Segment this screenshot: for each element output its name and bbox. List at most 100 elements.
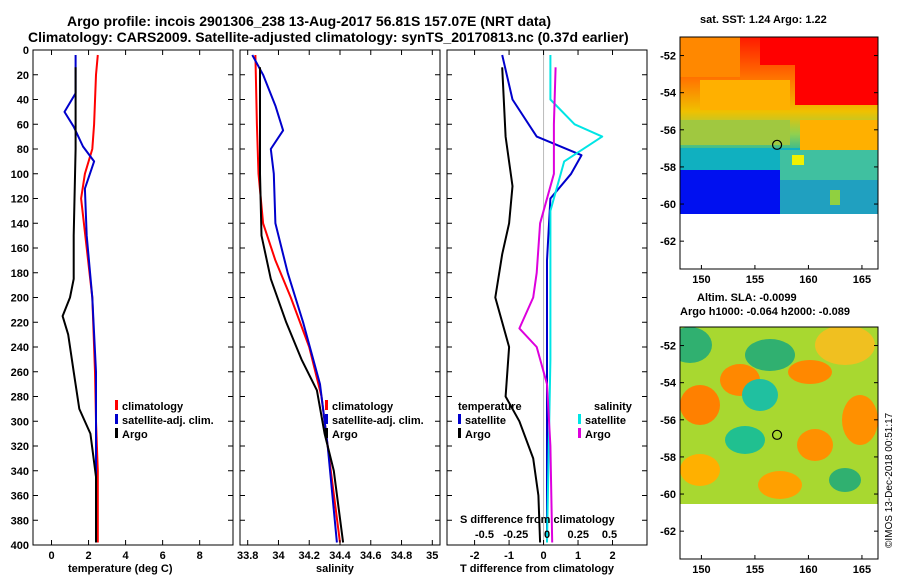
map-x-tick-label: 155 bbox=[746, 274, 764, 286]
series-line-argo bbox=[259, 67, 345, 543]
legend-item: climatology bbox=[115, 400, 214, 414]
legend-swatch bbox=[115, 428, 118, 438]
x-tick-label: 35 bbox=[426, 550, 438, 562]
y-tick-label: 360 bbox=[11, 491, 29, 503]
legend-item: satellite bbox=[458, 414, 522, 428]
sla-map bbox=[680, 327, 878, 504]
y-tick-label: 280 bbox=[11, 392, 29, 404]
sst-patch bbox=[792, 155, 804, 165]
series-line-argo bbox=[61, 67, 97, 543]
sst-patch bbox=[800, 120, 878, 150]
map-x-tick-label: 150 bbox=[692, 564, 710, 576]
x-tick-label: 34.6 bbox=[360, 550, 381, 562]
legend-swatch bbox=[115, 414, 118, 424]
x-tick-label: -2 bbox=[470, 550, 480, 562]
temperature-series bbox=[61, 54, 99, 543]
x-tick-label: 6 bbox=[160, 550, 166, 562]
salinity-plot-frame bbox=[239, 49, 441, 546]
x-tick-label: 33.8 bbox=[237, 550, 258, 562]
x-tick-label: 34.2 bbox=[299, 550, 320, 562]
series-line-satellite-adj-clim- bbox=[251, 54, 338, 543]
y-tick-label: 300 bbox=[11, 416, 29, 428]
sst-patch bbox=[700, 80, 790, 110]
sla-map-title-line2: Argo h1000: -0.064 h2000: -0.089 bbox=[680, 306, 850, 318]
legend-label: satellite-adj. clim. bbox=[332, 415, 424, 427]
sst-patch bbox=[830, 190, 840, 205]
axes-ticks: 0 2 4 6 802040608010012014016018020022024026… bbox=[11, 45, 878, 576]
legend-title: salinity bbox=[594, 401, 632, 413]
legend-item: Argo bbox=[578, 428, 632, 442]
legend-label: climatology bbox=[122, 401, 184, 413]
x-tick-label: 8 bbox=[197, 550, 203, 562]
y-tick-label: 260 bbox=[11, 367, 29, 379]
y-tick-label: 340 bbox=[11, 466, 29, 478]
legend-label: satellite bbox=[465, 415, 506, 427]
legend-label: climatology bbox=[332, 401, 394, 413]
legend-swatch bbox=[325, 428, 328, 438]
y-tick-label: 40 bbox=[17, 95, 29, 107]
x-tick-label: 34.8 bbox=[391, 550, 412, 562]
legend-item: Argo bbox=[458, 428, 522, 442]
sla-patch bbox=[680, 327, 712, 363]
legend-swatch bbox=[325, 400, 328, 410]
sla-patch bbox=[815, 327, 875, 365]
sla-patch bbox=[745, 339, 795, 371]
map-x-tick-label: 155 bbox=[746, 564, 764, 576]
legend-item: satellite-adj. clim. bbox=[115, 414, 214, 428]
sla-patch bbox=[742, 379, 778, 411]
series-line-temperature-argo bbox=[494, 67, 542, 543]
x-tick-label: 0 bbox=[48, 550, 54, 562]
x-tick-label: -1 bbox=[504, 550, 514, 562]
y-tick-label: 20 bbox=[17, 70, 29, 82]
legend-item: climatology bbox=[325, 400, 424, 414]
x-tick-label: 0 bbox=[540, 550, 546, 562]
map-y-tick-label: -62 bbox=[660, 236, 676, 248]
legend-label: Argo bbox=[332, 429, 358, 441]
series-line-salinity-satellite bbox=[546, 55, 604, 543]
sla-patch bbox=[829, 468, 861, 492]
sla-patch bbox=[842, 395, 878, 445]
legend-item: Argo bbox=[115, 428, 214, 442]
y-tick-label: 200 bbox=[11, 293, 29, 305]
map-x-tick-label: 160 bbox=[799, 274, 817, 286]
y-tick-label: 240 bbox=[11, 342, 29, 354]
difference-axis-label: T difference from climatology bbox=[460, 563, 615, 575]
series-line-satellite-adj-clim- bbox=[63, 55, 97, 543]
sla-patch bbox=[758, 471, 802, 499]
secondary-x-tick-label: 0.25 bbox=[568, 529, 589, 541]
legend-swatch bbox=[458, 414, 461, 424]
y-tick-label: 120 bbox=[11, 194, 29, 206]
legend-item: satellite-adj. clim. bbox=[325, 414, 424, 428]
secondary-x-tick-label: 0.5 bbox=[602, 529, 617, 541]
series-line-salinity-argo bbox=[518, 67, 557, 543]
x-tick-label: 2 bbox=[85, 550, 91, 562]
sst-patch bbox=[795, 65, 878, 105]
sla-patch bbox=[788, 360, 832, 384]
x-tick-label: 1 bbox=[575, 550, 581, 562]
map-y-tick-label: -58 bbox=[660, 162, 676, 174]
series-line-climatology bbox=[254, 54, 341, 543]
map-y-tick-label: -52 bbox=[660, 341, 676, 353]
legend: climatology satellite-adj. clim. Argo bbox=[115, 400, 214, 442]
map-y-tick-label: -56 bbox=[660, 415, 676, 427]
argo-location-marker bbox=[771, 429, 783, 440]
y-tick-label: 180 bbox=[11, 268, 29, 280]
map-y-tick-label: -54 bbox=[660, 88, 677, 100]
legend-label: Argo bbox=[122, 429, 148, 441]
legend-swatch bbox=[115, 400, 118, 410]
map-y-tick-label: -58 bbox=[660, 452, 676, 464]
legend-swatch bbox=[578, 414, 581, 424]
legend-label: satellite bbox=[585, 415, 626, 427]
difference-series bbox=[494, 50, 604, 545]
map-y-tick-label: -54 bbox=[660, 378, 677, 390]
y-tick-label: 160 bbox=[11, 243, 29, 255]
sla-patch bbox=[680, 454, 720, 486]
y-tick-label: 400 bbox=[11, 540, 29, 552]
sla-patch bbox=[725, 426, 765, 454]
salinity-series bbox=[251, 54, 345, 543]
sst-map-title: sat. SST: 1.24 Argo: 1.22 bbox=[700, 14, 827, 26]
salinity-axis-label: salinity bbox=[316, 563, 354, 575]
legend-swatch bbox=[325, 414, 328, 424]
map-y-tick-label: -56 bbox=[660, 125, 676, 137]
